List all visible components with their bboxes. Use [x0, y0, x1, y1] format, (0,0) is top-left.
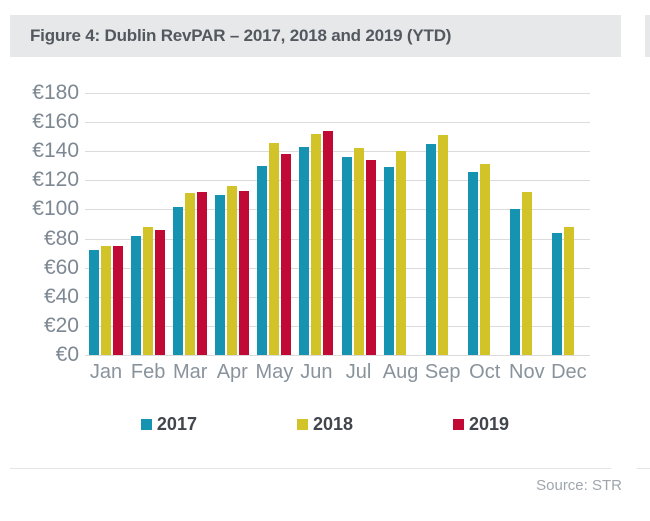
gridline-120	[85, 180, 590, 182]
y-tick-label-100: €100	[32, 197, 79, 221]
legend-swatch-2019	[453, 419, 465, 430]
bar-2019-mar	[197, 191, 208, 355]
y-tick-label-0: €0	[55, 343, 79, 366]
y-tick-label-40: €40	[43, 284, 79, 308]
bar-2018-aug	[395, 151, 406, 355]
bar-group-feb	[127, 93, 169, 355]
bar-2018-apr	[227, 186, 238, 355]
bar-2017-oct	[467, 171, 478, 355]
figure-header: Figure 4: Dublin RevPAR – 2017, 2018 and…	[10, 15, 621, 57]
x-tick-label-jun: Jun	[300, 361, 333, 383]
x-tick-label-dec: Dec	[551, 361, 587, 383]
bar-group-nov	[506, 93, 548, 355]
x-tick-label-jan: Jan	[89, 361, 123, 383]
bar-2018-jan	[101, 245, 112, 355]
adjacent-column-header-sliver	[645, 15, 650, 57]
legend-item-2017: 2017	[140, 414, 197, 435]
x-tick-label-mar: Mar	[172, 361, 208, 383]
y-tick-label-140: €140	[32, 139, 79, 163]
gridline-20	[85, 325, 590, 327]
bar-group-jun	[295, 93, 337, 355]
x-tick-label-sep: Sep	[424, 361, 461, 383]
legend-label-2018: 2018	[312, 414, 354, 434]
bar-2019-jan	[113, 245, 124, 355]
x-tick-label-aug: Aug	[382, 361, 419, 383]
gridline-100	[85, 209, 590, 211]
bar-group-dec	[548, 93, 590, 355]
bar-2017-nov	[509, 209, 520, 355]
legend-swatch-2018	[296, 419, 308, 430]
y-tick-label-60: €60	[43, 255, 79, 279]
y-tick-label-180: €180	[32, 81, 79, 104]
x-tick-label-may: May	[255, 361, 294, 383]
bar-2017-mar	[173, 206, 184, 355]
bar-2019-may	[281, 154, 292, 355]
bar-2017-jan	[89, 250, 100, 355]
gridline-160	[85, 122, 590, 124]
y-tick-label-20: €20	[43, 313, 79, 337]
bar-group-apr	[211, 93, 253, 355]
legend-swatch-2017	[140, 419, 152, 430]
bar-group-mar	[169, 93, 211, 355]
x-tick-label-jul: Jul	[345, 361, 372, 383]
gridline-40	[85, 296, 590, 298]
legend-item-2018: 2018	[296, 414, 354, 435]
bar-2017-aug	[383, 167, 394, 355]
bar-2018-dec	[563, 226, 574, 355]
bar-2017-feb	[131, 235, 142, 355]
gridline-140	[85, 151, 590, 153]
bar-group-may	[253, 93, 295, 355]
bar-2018-mar	[185, 193, 196, 355]
bar-2017-apr	[215, 194, 226, 355]
bar-2017-jul	[341, 157, 352, 355]
bar-2018-may	[269, 142, 280, 355]
gridline-60	[85, 267, 590, 269]
x-tick-label-feb: Feb	[130, 361, 166, 383]
y-tick-label-160: €160	[32, 110, 79, 134]
x-tick-label-oct: Oct	[469, 361, 501, 383]
bar-2017-may	[257, 165, 268, 355]
bar-2018-oct	[479, 164, 490, 355]
x-tick-label-apr: Apr	[216, 361, 248, 383]
bar-group-oct	[464, 93, 506, 355]
gridline-0	[85, 355, 590, 356]
footer-divider-sliver	[637, 468, 650, 469]
bar-group-aug	[380, 93, 422, 355]
figure-title: Figure 4: Dublin RevPAR – 2017, 2018 and…	[30, 26, 452, 45]
y-axis-labels: €0 €20 €40 €60 €80 €100 €120 €140 €160 €180	[0, 81, 79, 366]
bar-2019-jun	[323, 130, 334, 355]
bar-2018-nov	[521, 191, 532, 355]
legend-label-2019: 2019	[469, 414, 510, 434]
gridline-180	[85, 93, 590, 94]
legend-label-2017: 2017	[156, 414, 197, 434]
y-tick-label-80: €80	[43, 226, 79, 250]
plot-area	[85, 93, 590, 356]
bar-group-sep	[422, 93, 464, 355]
footer-divider	[10, 468, 611, 469]
legend: 2017 2018 2019	[0, 414, 650, 435]
bar-2017-sep	[425, 143, 436, 355]
bar-group-jul	[337, 93, 379, 355]
x-tick-label-nov: Nov	[509, 361, 545, 383]
bar-columns	[85, 93, 590, 355]
bar-2018-jul	[353, 148, 364, 355]
bar-2019-jul	[365, 159, 376, 355]
bar-2019-apr	[239, 190, 250, 355]
bar-group-jan	[85, 93, 127, 355]
x-axis-labels: Jan Feb Mar Apr May Jun Jul Aug Sep Oct Nov Dec	[85, 361, 590, 384]
bar-2018-feb	[143, 226, 154, 355]
y-tick-label-120: €120	[32, 168, 79, 192]
legend-item-2019: 2019	[453, 414, 509, 435]
bar-2017-dec	[551, 232, 562, 355]
bar-2018-sep	[437, 135, 448, 355]
source-text: Source: STR	[536, 477, 622, 494]
gridline-80	[85, 238, 590, 240]
bar-2019-feb	[155, 229, 166, 355]
bar-2018-jun	[311, 133, 322, 355]
bar-2017-jun	[299, 146, 310, 355]
